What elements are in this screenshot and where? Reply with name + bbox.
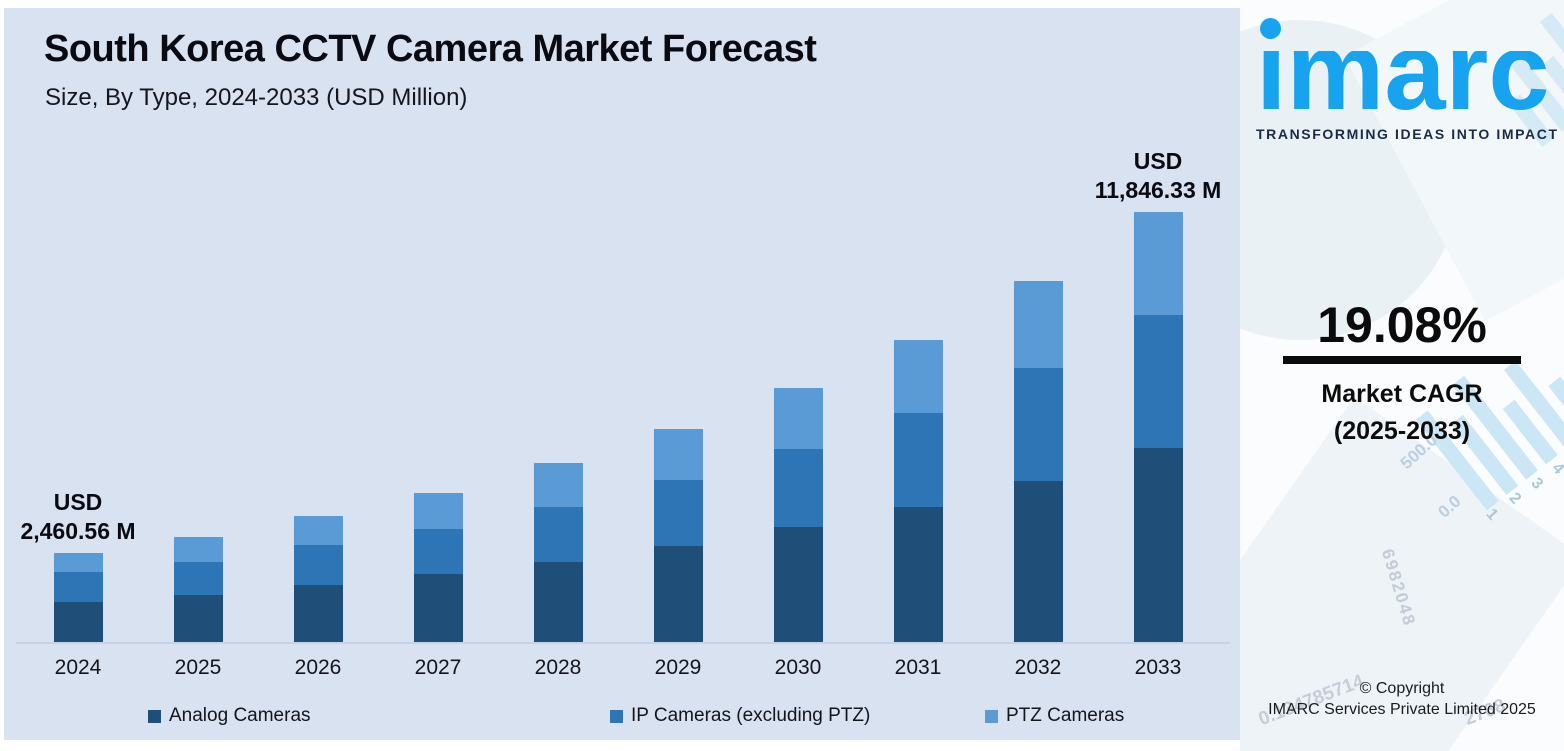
bar-segment-ptz-cameras	[653, 429, 703, 480]
legend-item-ptz-cameras: PTZ Cameras	[985, 705, 1124, 727]
bar-segment-ptz-cameras	[1133, 212, 1183, 315]
x-axis-label: 2031	[894, 656, 942, 679]
stacked-bar	[653, 429, 703, 643]
legend-swatch	[610, 709, 623, 723]
bar-column	[738, 8, 858, 643]
bar-segment-analog-cameras	[893, 507, 943, 643]
stacked-bar	[1013, 281, 1063, 643]
bar-segment-ptz-cameras	[173, 537, 223, 562]
cagr-divider	[1283, 356, 1521, 364]
bar-column	[858, 8, 978, 643]
copyright: © Copyright IMARC Services Private Limit…	[1240, 678, 1564, 720]
bar-value-label-line: USD	[1133, 148, 1183, 174]
bar-segment-ip-cameras-excluding-ptz	[53, 572, 103, 602]
bar-segment-ip-cameras-excluding-ptz	[653, 480, 703, 546]
bar-segment-ip-cameras-excluding-ptz	[173, 562, 223, 595]
watermark-number: 3	[1527, 474, 1547, 493]
legend-label: Analog Cameras	[169, 705, 311, 726]
brand-panel: 500.0 0.0 1 2 3 4 6982048 0.134785714 27…	[1240, 0, 1564, 751]
stacked-bar	[293, 516, 343, 643]
bar-segment-ptz-cameras	[773, 388, 823, 449]
x-axis-label: 2032	[1014, 656, 1062, 679]
bar-column	[258, 8, 378, 643]
legend-swatch	[985, 709, 998, 723]
bar-segment-ip-cameras-excluding-ptz	[893, 413, 943, 507]
logo-dot-icon	[1260, 18, 1281, 39]
bar-column	[138, 8, 258, 643]
bar-segment-ptz-cameras	[293, 516, 343, 545]
legend-swatch	[148, 709, 161, 723]
bar-segment-ip-cameras-excluding-ptz	[773, 449, 823, 527]
bar-segment-analog-cameras	[1133, 448, 1183, 643]
bar-segment-analog-cameras	[1013, 481, 1063, 643]
bar-value-label: USD 2,460.56 M	[20, 488, 135, 546]
logo-text: imarc	[1256, 51, 1548, 117]
bar-segment-analog-cameras	[293, 585, 343, 643]
bar-value-label-line: 11,846.33 M	[1094, 177, 1222, 203]
page-title: South Korea CCTV Camera Market Forecast	[44, 28, 817, 70]
stacked-bar	[173, 537, 223, 643]
bar-segment-analog-cameras	[413, 574, 463, 643]
cagr-label: Market CAGR	[1321, 380, 1483, 408]
cagr-value: 19.08%	[1317, 297, 1487, 353]
chart-panel: South Korea CCTV Camera Market Forecast …	[4, 8, 1240, 740]
bar-segment-ip-cameras-excluding-ptz	[533, 507, 583, 562]
bar-segment-ptz-cameras	[413, 493, 463, 529]
bar-segment-ptz-cameras	[53, 553, 103, 572]
legend-label: IP Cameras (excluding PTZ)	[631, 705, 871, 726]
x-axis-labels: 2024 2025 2026 2027 2028 2029 2030 2031 2032 2033	[18, 656, 1218, 680]
x-axis-label: 2030	[774, 656, 822, 679]
bar-column: USD 2,460.56 M	[18, 8, 138, 643]
bar-segment-ip-cameras-excluding-ptz	[1013, 368, 1063, 481]
x-axis-label: 2025	[174, 656, 222, 679]
bar-segment-ip-cameras-excluding-ptz	[293, 545, 343, 585]
stacked-bar	[533, 463, 583, 643]
logo-tagline: TRANSFORMING IDEAS INTO IMPACT	[1256, 126, 1559, 142]
cagr-period: (2025-2033)	[1333, 417, 1471, 445]
stacked-bar	[893, 340, 943, 643]
bar-column	[978, 8, 1098, 643]
legend-label: PTZ Cameras	[1006, 705, 1125, 726]
bar-column: USD 11,846.33 M	[1095, 8, 1221, 643]
plot-area: USD 2,460.56 M USD 11,846.33 M	[18, 8, 1221, 643]
legend-item-ip-cameras-excluding-ptz: IP Cameras (excluding PTZ)	[610, 705, 870, 727]
stacked-bar	[413, 493, 463, 643]
x-axis-label: 2029	[654, 656, 702, 679]
stacked-bar	[773, 388, 823, 643]
x-axis-label: 2033	[1134, 656, 1182, 679]
bar-segment-analog-cameras	[773, 527, 823, 643]
bar-segment-ptz-cameras	[893, 340, 943, 413]
bar-segment-analog-cameras	[53, 602, 103, 643]
imarc-logo: imarc TRANSFORMING IDEAS INTO IMPACT	[1256, 14, 1559, 142]
x-axis-label: 2026	[294, 656, 342, 679]
copyright-line2: IMARC Services Private Limited 2025	[1268, 701, 1536, 718]
x-axis-line	[16, 642, 1230, 644]
page-subtitle: Size, By Type, 2024-2033 (USD Million)	[45, 84, 468, 111]
bar-column	[378, 8, 498, 643]
legend: Analog Cameras IP Cameras (excluding PTZ)…	[4, 705, 1240, 735]
bar-segment-ptz-cameras	[1013, 281, 1063, 368]
bar-value-label-line: USD	[53, 489, 103, 515]
bar-segment-ip-cameras-excluding-ptz	[413, 529, 463, 574]
bar-column	[618, 8, 738, 643]
bar-value-label-line: 2,460.56 M	[20, 518, 136, 544]
legend-item-analog-cameras: Analog Cameras	[148, 705, 311, 727]
bar-value-label: USD 11,846.33 M	[1095, 147, 1222, 205]
x-axis-label: 2024	[54, 656, 102, 679]
bar-segment-ip-cameras-excluding-ptz	[1133, 315, 1183, 448]
bar-column	[498, 8, 618, 643]
copyright-line1: © Copyright	[1359, 680, 1445, 697]
x-axis-label: 2027	[414, 656, 462, 679]
bar-segment-analog-cameras	[533, 562, 583, 643]
bar-segment-ptz-cameras	[533, 463, 583, 507]
bar-segment-analog-cameras	[173, 595, 223, 643]
stacked-bar	[1133, 212, 1183, 643]
x-axis-label: 2028	[534, 656, 582, 679]
stacked-bar	[53, 553, 103, 643]
watermark-number: 4	[1548, 459, 1564, 478]
bar-segment-analog-cameras	[653, 546, 703, 643]
